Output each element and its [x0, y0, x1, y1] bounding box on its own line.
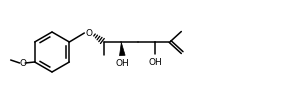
Text: O: O [20, 59, 27, 67]
Text: OH: OH [115, 59, 129, 68]
Text: O: O [86, 29, 93, 38]
Polygon shape [119, 43, 125, 56]
Text: OH: OH [148, 58, 162, 67]
